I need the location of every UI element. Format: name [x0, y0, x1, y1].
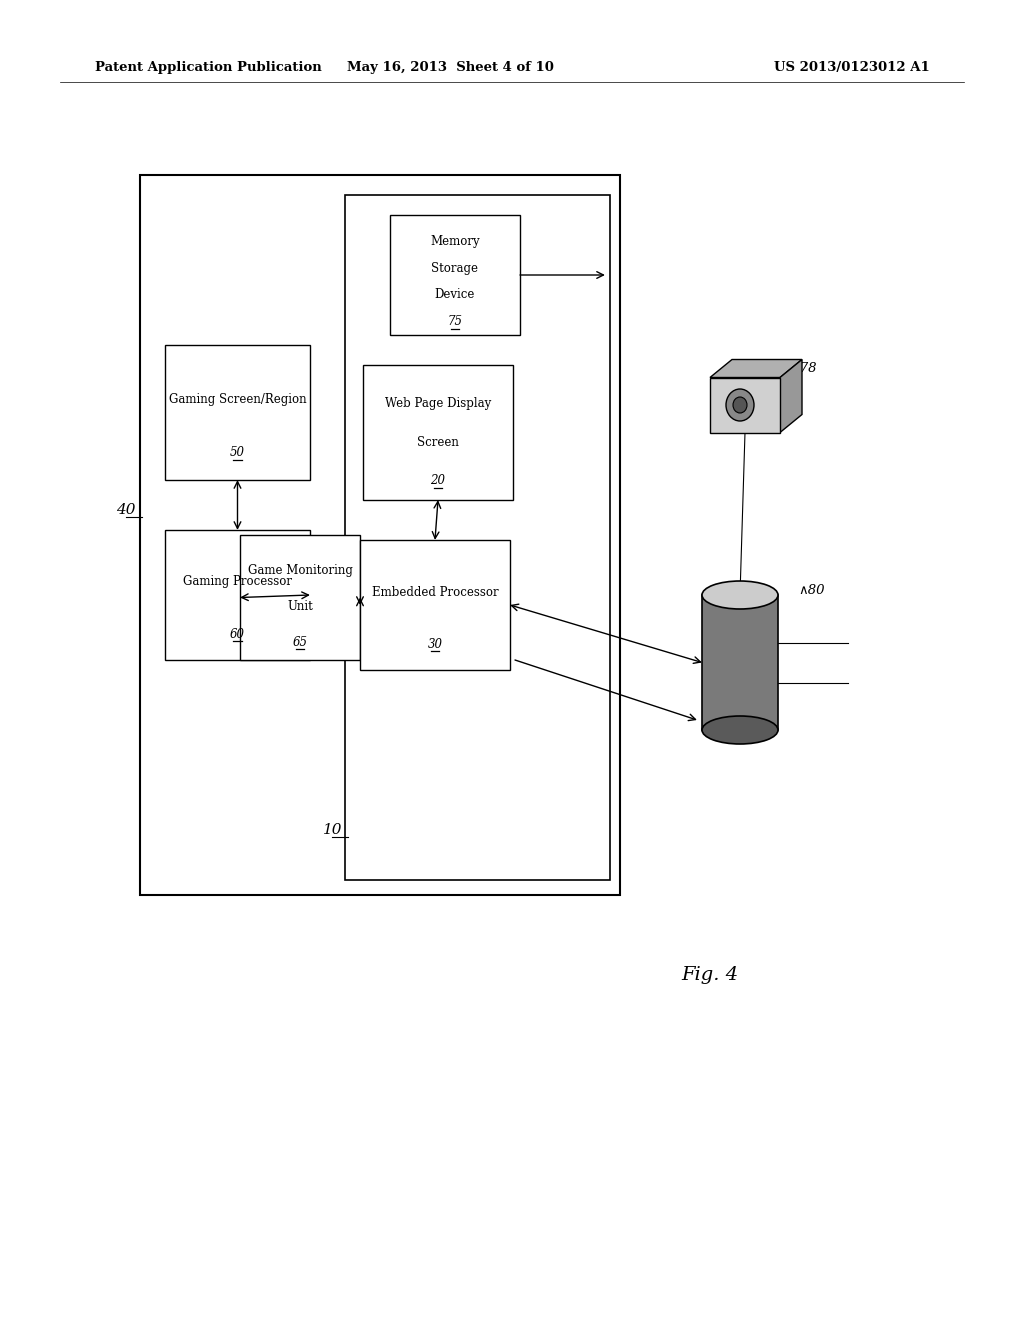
Bar [345, 195, 610, 880]
Bar [165, 345, 310, 480]
Text: Storage: Storage [431, 261, 478, 275]
Bar [360, 540, 510, 671]
Ellipse shape [702, 715, 778, 744]
Text: Gaming Screen/Region: Gaming Screen/Region [169, 392, 306, 405]
Ellipse shape [702, 581, 778, 609]
Text: Patent Application Publication: Patent Application Publication [95, 62, 322, 74]
Text: May 16, 2013  Sheet 4 of 10: May 16, 2013 Sheet 4 of 10 [346, 62, 553, 74]
Text: Embedded Processor: Embedded Processor [372, 586, 499, 598]
Bar [240, 535, 360, 660]
Text: 75: 75 [447, 315, 463, 329]
Text: 10: 10 [323, 822, 342, 837]
Text: Gaming Processor: Gaming Processor [183, 576, 292, 589]
Bar [165, 531, 310, 660]
Polygon shape [710, 359, 802, 378]
Ellipse shape [726, 389, 754, 421]
Text: Screen: Screen [417, 436, 459, 449]
Ellipse shape [733, 397, 746, 413]
Text: US 2013/0123012 A1: US 2013/0123012 A1 [774, 62, 930, 74]
Text: ∧78: ∧78 [790, 362, 816, 375]
Text: 40: 40 [117, 503, 136, 517]
Text: 20: 20 [430, 474, 445, 487]
Text: Web Page Display: Web Page Display [385, 397, 492, 411]
Text: 50: 50 [230, 446, 245, 459]
Text: Device: Device [435, 289, 475, 301]
Text: Unit: Unit [287, 599, 313, 612]
Bar [702, 595, 778, 730]
Text: Game Monitoring: Game Monitoring [248, 564, 352, 577]
Text: Fig. 4: Fig. 4 [681, 966, 738, 983]
Bar [390, 215, 520, 335]
Bar [362, 366, 513, 500]
Polygon shape [780, 359, 802, 433]
Text: 65: 65 [293, 636, 307, 648]
Text: ∧80: ∧80 [798, 583, 824, 597]
Bar [140, 176, 620, 895]
Text: 30: 30 [427, 638, 442, 651]
Bar [710, 378, 780, 433]
Text: 60: 60 [230, 627, 245, 640]
Text: Memory: Memory [430, 235, 480, 248]
